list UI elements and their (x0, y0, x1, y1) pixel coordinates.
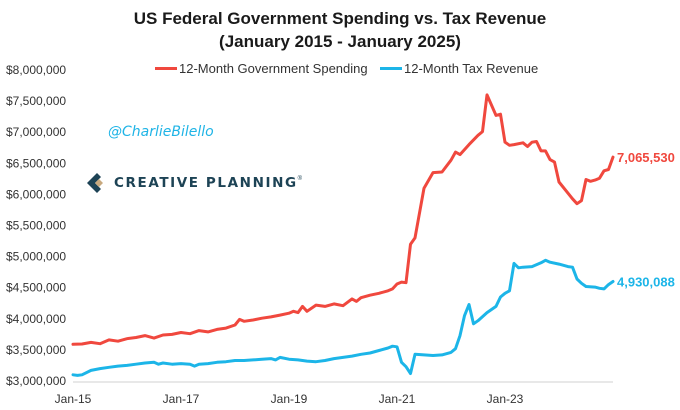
x-tick-label: Jan-21 (379, 392, 416, 406)
y-tick-label: $5,000,000 (6, 250, 66, 264)
y-tick-label: $3,000,000 (6, 374, 66, 388)
legend-item-spending: 12-Month Government Spending (155, 61, 368, 76)
series-line-spending (71, 93, 615, 346)
legend-swatch-spending (155, 67, 177, 70)
chart-subtitle: (January 2015 - January 2025) (219, 32, 461, 51)
end-label-spending: 7,065,530 (617, 150, 675, 165)
x-tick-label: Jan-19 (271, 392, 308, 406)
registered-mark: ® (297, 176, 303, 182)
end-labels: 7,065,530 4,930,088 (617, 150, 675, 289)
y-tick-label: $6,000,000 (6, 187, 66, 201)
x-axis: Jan-15 Jan-17 Jan-19 Jan-21 Jan-23 (55, 381, 613, 406)
series-line-revenue (71, 258, 615, 377)
y-axis: $3,000,000 $3,500,000 $4,000,000 $4,500,000… (6, 63, 66, 388)
y-tick-label: $6,500,000 (6, 156, 66, 170)
creative-planning-mark-icon (87, 173, 103, 193)
x-tick-label: Jan-15 (55, 392, 92, 406)
brand-name: CREATIVE PLANNING (114, 175, 298, 191)
chart-title: US Federal Government Spending vs. Tax R… (133, 9, 547, 28)
y-tick-label: $4,000,000 (6, 312, 66, 326)
y-tick-label: $3,500,000 (6, 343, 66, 357)
end-label-revenue: 4,930,088 (617, 274, 675, 289)
twitter-handle: @CharlieBilello (108, 124, 214, 140)
creative-planning-logo: CREATIVE PLANNING ® (86, 172, 302, 194)
series-layer (71, 93, 615, 377)
y-tick-label: $7,500,000 (6, 94, 66, 108)
legend-swatch-revenue (380, 67, 402, 70)
legend-label-revenue: 12-Month Tax Revenue (404, 61, 539, 76)
legend-label-spending: 12-Month Government Spending (179, 61, 368, 76)
y-tick-label: $5,500,000 (6, 219, 66, 233)
y-tick-label: $8,000,000 (6, 63, 66, 77)
legend-item-revenue: 12-Month Tax Revenue (380, 61, 538, 76)
y-tick-label: $4,500,000 (6, 281, 66, 295)
x-tick-label: Jan-17 (163, 392, 200, 406)
y-tick-label: $7,000,000 (6, 125, 66, 139)
x-tick-label: Jan-23 (487, 392, 524, 406)
